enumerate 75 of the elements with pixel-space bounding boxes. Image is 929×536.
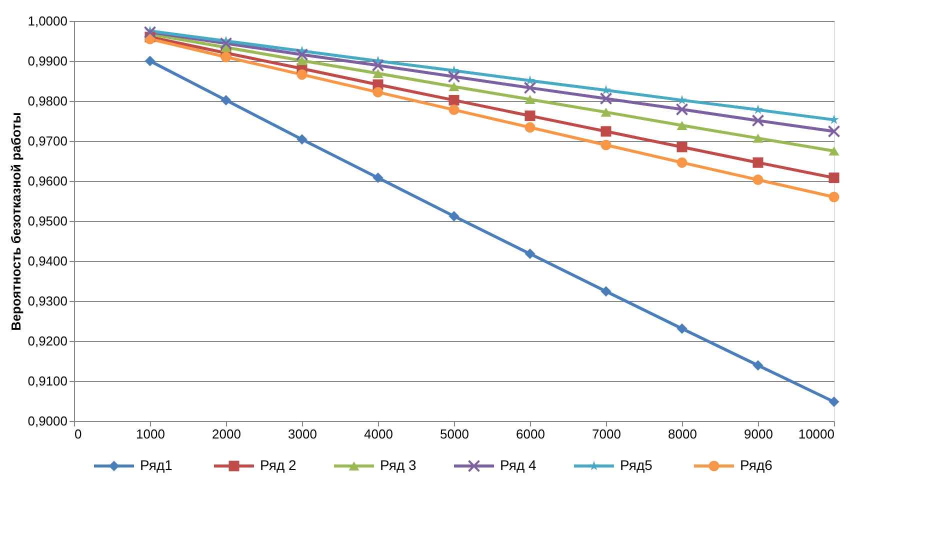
- point: [600, 286, 612, 297]
- legend-label: Ряд6: [740, 457, 773, 473]
- point: [372, 68, 384, 78]
- y-tick-label: 0,9900: [28, 54, 68, 68]
- point: [600, 140, 612, 150]
- y-tick-label: 0,9000: [28, 414, 68, 428]
- point: [372, 172, 384, 184]
- point: [220, 94, 232, 106]
- point: [753, 104, 763, 114]
- point: [524, 122, 536, 133]
- point: [296, 56, 308, 66]
- x-tick-label: 10000: [798, 426, 834, 442]
- point: [524, 82, 536, 94]
- y-tick-label: 0,9700: [28, 134, 68, 148]
- point: [220, 37, 232, 50]
- x-tick-label: 2000: [212, 426, 241, 442]
- point: [144, 56, 156, 66]
- x-tick-label: 0: [74, 426, 82, 442]
- point: [144, 26, 156, 38]
- point: [448, 70, 460, 83]
- y-tick-label: 0,9400: [28, 254, 68, 268]
- point: [752, 360, 764, 371]
- point: [676, 103, 688, 116]
- point: [677, 94, 687, 104]
- y-tick-label: 0,9300: [28, 294, 68, 308]
- point: [524, 94, 536, 104]
- x-tick-label: 1000: [136, 426, 165, 442]
- point: [829, 114, 839, 124]
- point: [828, 146, 840, 156]
- legend-label: Ряд 3: [380, 457, 417, 473]
- y-tick-label: 0,9800: [28, 94, 68, 108]
- point: [448, 104, 460, 116]
- point: [600, 108, 612, 117]
- x-tick-label: 8000: [668, 426, 697, 442]
- point: [752, 114, 764, 127]
- x-tick-label: 9000: [744, 426, 773, 442]
- legend-label: Ряд 2: [260, 457, 297, 473]
- point: [828, 396, 840, 408]
- point: [600, 126, 612, 137]
- y-tick-label: 1,0000: [28, 14, 68, 28]
- point: [524, 248, 536, 260]
- point: [676, 120, 688, 130]
- y-tick-label: 0,9100: [28, 374, 68, 388]
- point: [752, 157, 764, 168]
- y-tick-label: 0,9500: [28, 214, 68, 228]
- point: [676, 323, 688, 334]
- point: [296, 134, 308, 145]
- point: [296, 48, 308, 61]
- point: [296, 69, 308, 80]
- x-tick-label: 5000: [440, 426, 469, 442]
- point: [524, 110, 536, 122]
- y-tick-label: 0,9200: [28, 334, 68, 348]
- y-axis-title: Вероятность безотказной работы: [8, 112, 24, 331]
- y-tick-label: 0,9600: [28, 174, 68, 188]
- x-tick-label: 4000: [364, 426, 393, 442]
- point: [372, 86, 384, 98]
- x-tick-label: 3000: [288, 426, 317, 442]
- point: [752, 134, 764, 143]
- point: [448, 210, 460, 222]
- legend-label: Ряд5: [620, 457, 653, 473]
- point: [220, 52, 232, 62]
- x-tick-label: 7000: [592, 426, 621, 442]
- legend-label: Ряд 4: [500, 457, 537, 473]
- point: [372, 59, 384, 72]
- point: [448, 82, 460, 92]
- x-tick-label: 6000: [516, 426, 545, 442]
- point: [828, 192, 840, 202]
- point: [676, 157, 688, 168]
- point: [828, 125, 840, 138]
- point: [828, 172, 840, 184]
- point: [676, 142, 688, 152]
- point: [752, 174, 764, 186]
- point: [448, 94, 460, 106]
- point: [600, 92, 612, 105]
- legend-label: Ряд1: [140, 457, 173, 473]
